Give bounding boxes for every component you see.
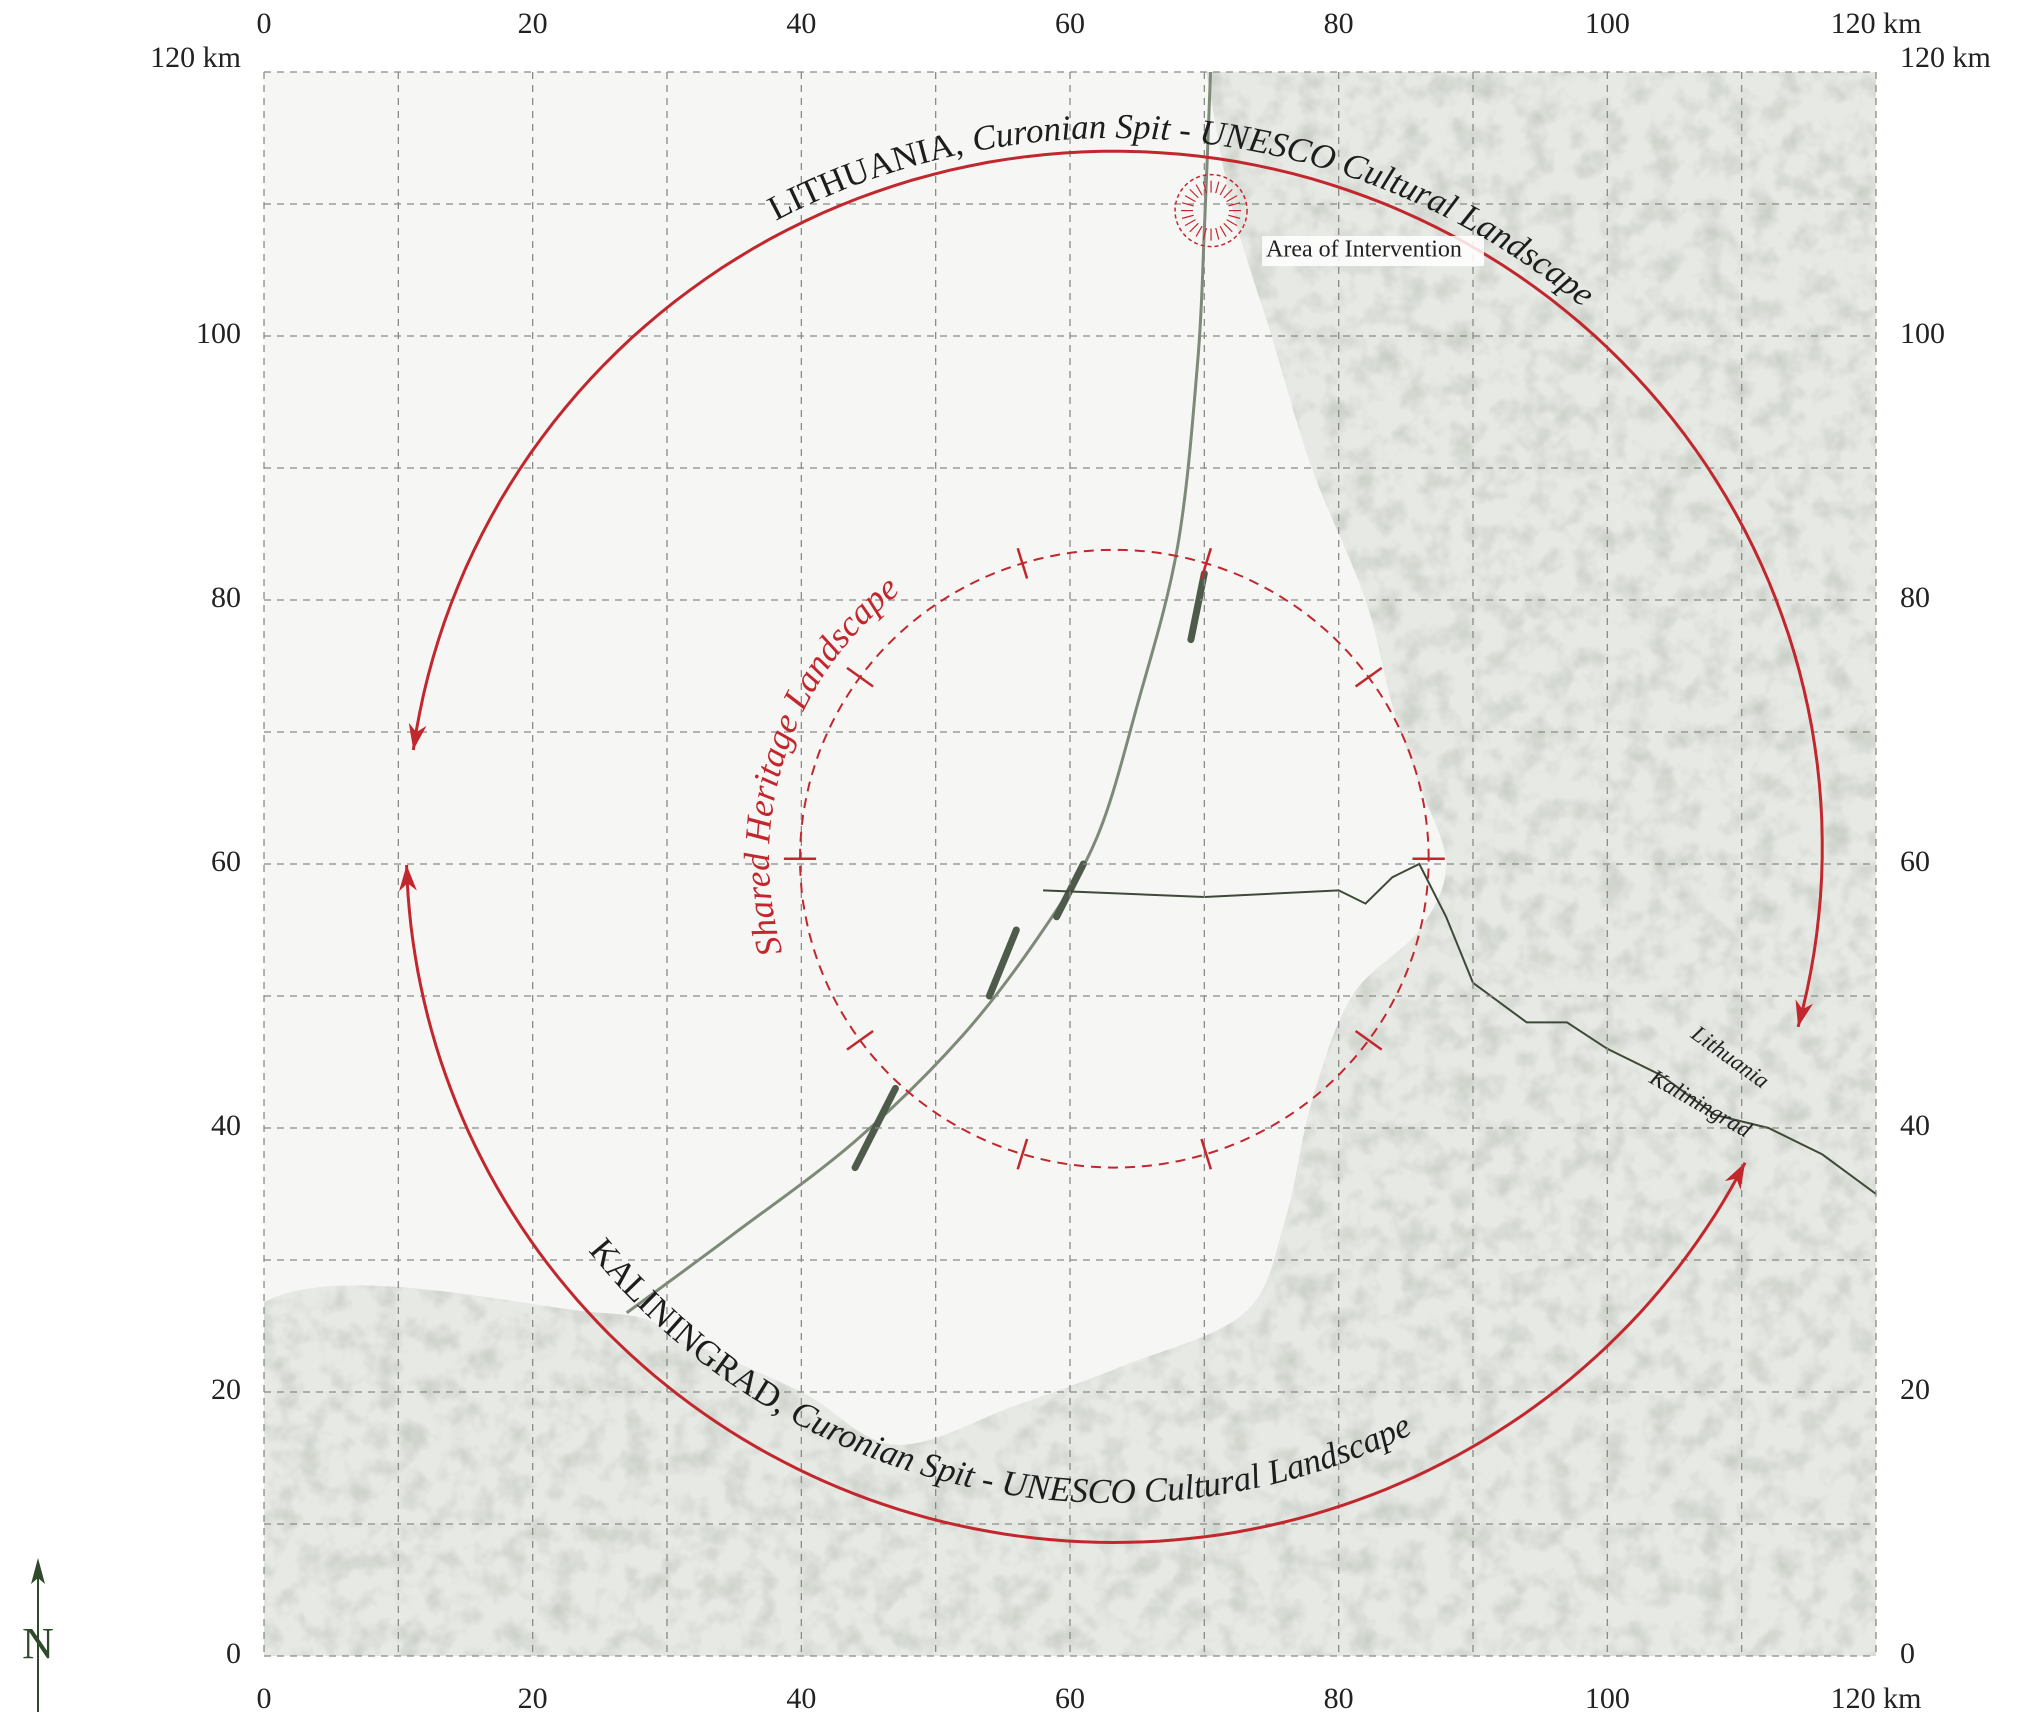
y-tick-label: 120 km [150,41,241,74]
circle-tick [1354,666,1383,688]
y-tick-label: 100 [196,317,241,350]
arrowhead [1724,1162,1746,1190]
x-tick-label: 60 [1055,7,1085,40]
intervention-ray [1219,225,1227,237]
heritage-arc [411,149,1824,1028]
intervention-ray [1195,225,1203,237]
intervention-ray [1181,214,1194,219]
y-tick-label: 80 [1900,581,1930,614]
dune-forest [985,926,1020,1000]
x-tick-label: 60 [1055,1682,1085,1715]
x-tick-label: 80 [1324,7,1354,40]
intervention-ray [1181,202,1194,207]
y-tick-label: 80 [211,581,241,614]
intervention-ray [1223,188,1233,199]
x-tick-label: 0 [257,7,272,40]
intervention-ray [1189,222,1199,233]
y-tick-label: 0 [226,1637,241,1670]
intervention-ray [1202,227,1207,240]
x-tick-label: 40 [786,1682,816,1715]
arrowhead [1795,999,1814,1027]
circle-tick [1016,547,1029,579]
y-tick-label: 20 [1900,1373,1930,1406]
x-tick-label: 100 [1585,1682,1630,1715]
north-arrow: N [22,1558,54,1712]
intervention-label: Area of Intervention [1266,237,1462,263]
circle-tick [846,666,874,688]
y-tick-label: 40 [1900,1109,1930,1142]
north-label: N [22,1619,54,1668]
intervention-ray [1226,219,1238,227]
x-tick-label: 80 [1324,1682,1354,1715]
arrowhead [398,865,417,892]
x-tick-label: 20 [518,7,548,40]
circle-tick [1200,547,1213,579]
x-tick-label: 100 [1585,7,1630,40]
intervention-ray [1184,219,1196,227]
y-tick-label: 40 [211,1109,241,1142]
circle-tick [846,1029,874,1051]
intervention-ray [1202,181,1207,194]
y-tick-label: 60 [1900,845,1930,878]
intervention-ray [1189,188,1199,199]
x-tick-label: 120 km [1831,1682,1922,1715]
x-tick-label: 0 [257,1682,272,1715]
arrowhead [408,722,427,751]
intervention-ray [1228,214,1241,219]
heritage-arc [405,864,1747,1545]
intervention-label-bg [1262,236,1484,266]
y-tick-label: 120 km [1900,41,1991,74]
y-tick-label: 100 [1900,317,1945,350]
x-tick-label: 120 km [1831,7,1922,40]
x-tick-label: 20 [518,1682,548,1715]
intervention-ray [1215,181,1220,194]
dune-forest [1053,860,1087,921]
intervention-ray [1184,195,1196,203]
y-tick-label: 0 [1900,1637,1915,1670]
dune-forest [1187,570,1208,644]
border [1043,862,1876,1195]
spit [625,72,1213,1315]
x-tick-label: 40 [786,7,816,40]
circle-tick [1016,1138,1029,1170]
y-tick-label: 60 [211,845,241,878]
intervention-ray [1195,184,1203,196]
intervention-circle [1174,173,1248,248]
intervention-ray [1219,184,1227,196]
circle-tick [1354,1029,1383,1051]
intervention-ray [1228,202,1241,207]
circle-tick [1200,1138,1213,1170]
intervention-ray [1223,222,1233,233]
y-tick-label: 20 [211,1373,241,1406]
intervention-ray [1215,227,1220,240]
north-arrow-head [31,1558,45,1584]
intervention-ray [1226,195,1238,203]
